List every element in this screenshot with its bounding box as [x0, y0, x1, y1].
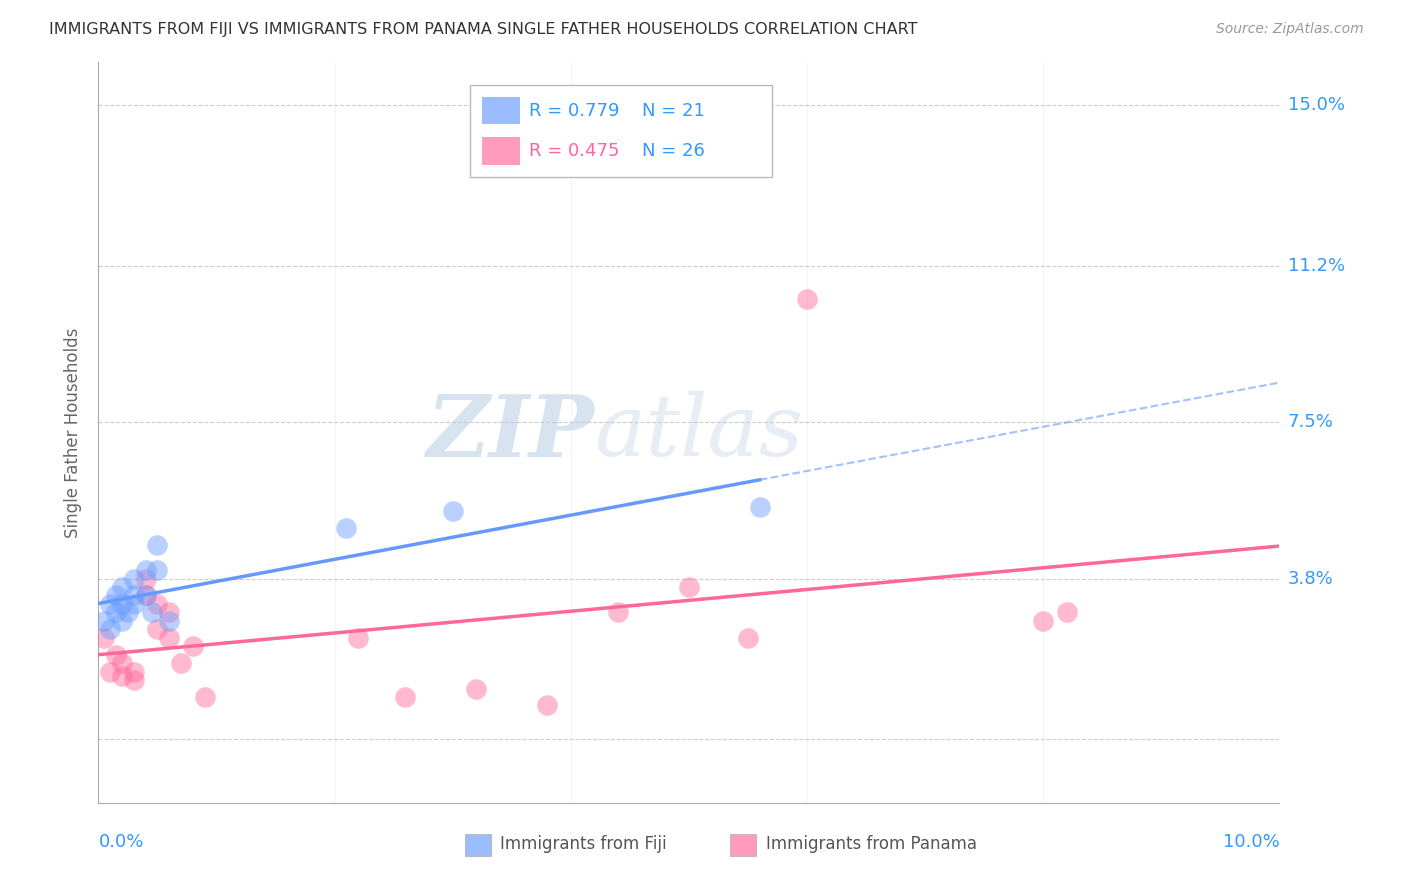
Point: [122, 665, 145, 679]
Text: N = 26: N = 26: [641, 143, 704, 161]
FancyBboxPatch shape: [471, 85, 772, 178]
Point: [146, 623, 169, 637]
Text: Source: ZipAtlas.com: Source: ZipAtlas.com: [1216, 22, 1364, 37]
FancyBboxPatch shape: [464, 834, 491, 856]
Point: [335, 521, 357, 535]
Point: [117, 606, 139, 620]
Point: [607, 606, 630, 620]
Text: Immigrants from Panama: Immigrants from Panama: [766, 835, 977, 853]
Text: 15.0%: 15.0%: [1288, 95, 1344, 114]
Point: [111, 614, 134, 628]
FancyBboxPatch shape: [730, 834, 756, 856]
Point: [93, 631, 115, 645]
Text: 3.8%: 3.8%: [1288, 570, 1333, 588]
Point: [111, 580, 134, 594]
FancyBboxPatch shape: [482, 137, 520, 165]
Point: [122, 589, 145, 603]
Point: [1056, 606, 1078, 620]
Text: R = 0.475: R = 0.475: [530, 143, 620, 161]
Text: Immigrants from Fiji: Immigrants from Fiji: [501, 835, 666, 853]
Point: [135, 572, 157, 586]
Point: [111, 656, 134, 670]
Point: [98, 665, 121, 679]
Point: [536, 698, 558, 713]
Point: [748, 500, 770, 514]
Text: R = 0.779: R = 0.779: [530, 102, 620, 120]
Point: [122, 572, 145, 586]
Point: [1032, 614, 1054, 628]
Point: [441, 504, 464, 518]
Point: [111, 597, 134, 611]
Point: [347, 631, 370, 645]
Point: [678, 580, 700, 594]
Point: [157, 631, 180, 645]
Point: [135, 589, 157, 603]
Point: [157, 606, 180, 620]
Point: [737, 631, 759, 645]
Point: [122, 673, 145, 687]
Point: [146, 597, 169, 611]
Point: [105, 589, 128, 603]
Point: [394, 690, 416, 704]
Point: [135, 563, 157, 577]
Y-axis label: Single Father Households: Single Father Households: [65, 327, 83, 538]
Point: [194, 690, 217, 704]
Text: IMMIGRANTS FROM FIJI VS IMMIGRANTS FROM PANAMA SINGLE FATHER HOUSEHOLDS CORRELAT: IMMIGRANTS FROM FIJI VS IMMIGRANTS FROM …: [49, 22, 918, 37]
Point: [98, 623, 121, 637]
Text: atlas: atlas: [595, 392, 804, 474]
Point: [146, 538, 169, 552]
Point: [93, 614, 115, 628]
Text: 11.2%: 11.2%: [1288, 257, 1346, 275]
Text: ZIP: ZIP: [426, 391, 595, 475]
Point: [465, 681, 488, 696]
Point: [170, 656, 193, 670]
Point: [181, 640, 204, 654]
Text: N = 21: N = 21: [641, 102, 704, 120]
Point: [105, 606, 128, 620]
Point: [141, 606, 163, 620]
Point: [135, 589, 157, 603]
FancyBboxPatch shape: [482, 96, 520, 125]
Point: [146, 563, 169, 577]
Point: [122, 597, 145, 611]
Point: [111, 669, 134, 683]
Point: [98, 597, 121, 611]
Text: 7.5%: 7.5%: [1288, 413, 1334, 431]
Text: 0.0%: 0.0%: [98, 833, 143, 851]
Text: 10.0%: 10.0%: [1223, 833, 1279, 851]
Point: [157, 614, 180, 628]
Point: [105, 648, 128, 662]
Point: [796, 293, 818, 307]
